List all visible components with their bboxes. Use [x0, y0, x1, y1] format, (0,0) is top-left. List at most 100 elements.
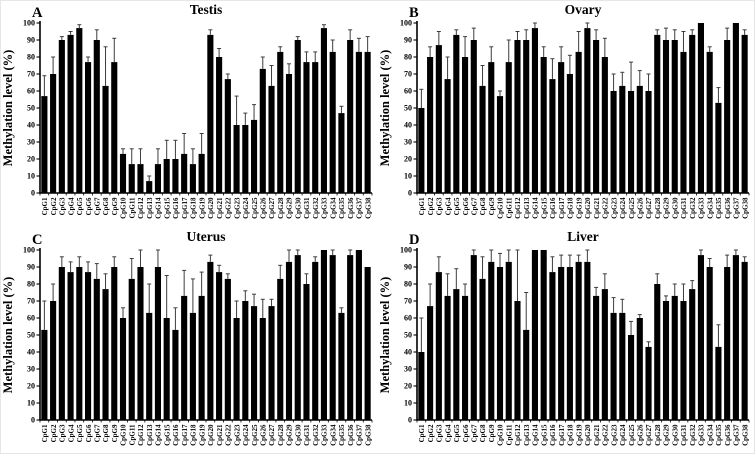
bar-CpG37	[732, 255, 739, 420]
x-tick-label: CpG28	[654, 424, 662, 446]
bar-CpG7	[470, 255, 477, 420]
bar-CpG26	[259, 68, 266, 193]
bar-CpG5	[453, 289, 460, 420]
bar-CpG37	[355, 250, 362, 420]
y-tick-label: 100	[400, 246, 412, 255]
x-tick-label: CpG16	[549, 197, 557, 219]
y-axis-label: Methylation level (%)	[378, 277, 392, 394]
x-tick-label: CpG18	[190, 424, 198, 446]
x-tick-label: CpG14	[155, 197, 163, 219]
x-tick-label: CpG8	[479, 424, 487, 442]
bar-CpG10	[119, 318, 127, 420]
bar-CpG2	[50, 301, 57, 420]
x-tick-label: CpG37	[733, 197, 741, 219]
y-tick-label: 90	[27, 36, 35, 45]
x-tick-label: CpG6	[85, 424, 93, 442]
x-tick-label: CpG31	[303, 197, 311, 219]
bar-CpG1	[41, 329, 48, 420]
bar-CpG9	[488, 261, 495, 420]
x-tick-label: CpG8	[479, 197, 487, 215]
bar-CpG14	[531, 28, 539, 193]
bar-CpG18	[189, 312, 196, 420]
bar-CpG27	[268, 85, 275, 193]
bar-CpG37	[355, 51, 362, 194]
x-tick-label: CpG38	[364, 197, 372, 219]
bar-CpG8	[102, 85, 109, 193]
bar-CpG28	[277, 278, 284, 420]
bar-CpG38	[741, 261, 748, 420]
bar-CpG11	[505, 62, 512, 193]
bar-CpG29	[662, 40, 670, 193]
x-tick-label: CpG13	[523, 197, 531, 219]
bar-CpG25	[250, 306, 258, 420]
y-tick-label: 10	[27, 172, 35, 181]
bar-CpG19	[575, 51, 582, 194]
bar-CpG18	[566, 74, 573, 193]
x-tick-label: CpG29	[663, 197, 671, 219]
chart-title: Ovary	[565, 2, 602, 17]
x-tick-label: CpG13	[146, 197, 154, 219]
bar-CpG32	[312, 261, 319, 420]
bar-CpG1	[418, 352, 425, 420]
x-tick-label: CpG37	[356, 197, 364, 219]
bar-CpG31	[303, 284, 310, 420]
chart-title: Liver	[567, 229, 599, 244]
bar-CpG28	[277, 51, 284, 194]
bar-CpG21	[216, 272, 223, 420]
bar-CpG4	[67, 272, 74, 420]
x-tick-label: CpG33	[321, 197, 329, 219]
bar-CpG11	[128, 278, 135, 420]
x-tick-label: CpG24	[619, 197, 627, 219]
bar-CpG19	[198, 295, 205, 420]
x-tick-label: CpG25	[251, 197, 259, 219]
y-tick-label: 50	[27, 104, 35, 113]
x-tick-label: CpG20	[584, 424, 592, 446]
x-tick-label: CpG12	[137, 197, 145, 219]
x-tick-label: CpG7	[93, 197, 101, 215]
x-tick-label: CpG37	[356, 424, 364, 446]
bar-CpG10	[496, 267, 504, 420]
x-tick-label: CpG36	[724, 424, 732, 446]
bar-CpG38	[364, 51, 371, 194]
x-tick-label: CpG37	[733, 424, 741, 446]
x-tick-label: CpG10	[497, 197, 505, 219]
y-tick-label: 60	[27, 87, 35, 96]
x-tick-label: CpG35	[715, 197, 723, 219]
x-tick-label: CpG29	[286, 197, 294, 219]
bar-CpG3	[435, 272, 442, 420]
x-tick-label: CpG31	[303, 424, 311, 446]
x-tick-label: CpG17	[181, 197, 189, 219]
y-tick-label: 90	[27, 263, 35, 272]
bar-CpG1	[41, 96, 48, 193]
x-tick-label: CpG27	[645, 197, 653, 219]
bar-CpG28	[654, 284, 661, 420]
bar-CpG24	[619, 85, 626, 193]
bar-CpG17	[558, 267, 565, 420]
bar-CpG7	[93, 40, 100, 193]
y-tick-label: 90	[404, 36, 412, 45]
x-tick-label: CpG15	[163, 424, 171, 446]
x-tick-label: CpG19	[198, 197, 206, 219]
y-tick-label: 40	[27, 121, 35, 130]
y-tick-label: 20	[404, 382, 412, 391]
x-tick-label: CpG27	[645, 424, 653, 446]
x-tick-label: CpG15	[540, 197, 548, 219]
bar-CpG19	[198, 153, 205, 193]
panel-b-ovary: B Ovary Methylation level (%) 0 10 20 30 40 50 60…	[378, 1, 754, 228]
bar-CpG23	[233, 125, 240, 193]
bar-CpG26	[636, 318, 643, 420]
x-tick-label: CpG34	[329, 424, 337, 446]
x-tick-label: CpG34	[706, 424, 714, 446]
x-tick-label: CpG35	[715, 424, 723, 446]
x-tick-label: CpG20	[207, 197, 215, 219]
bar-CpG8	[479, 278, 486, 420]
bar-CpG15	[540, 57, 547, 193]
x-tick-label: CpG27	[268, 197, 276, 219]
x-tick-label: CpG34	[706, 197, 714, 219]
bar-CpG36	[724, 40, 731, 193]
y-tick-label: 100	[400, 19, 412, 28]
x-tick-label: CpG26	[636, 197, 644, 219]
bar-CpG20	[584, 261, 591, 420]
y-tick-label: 90	[404, 263, 412, 272]
bar-CpG3	[58, 267, 65, 420]
